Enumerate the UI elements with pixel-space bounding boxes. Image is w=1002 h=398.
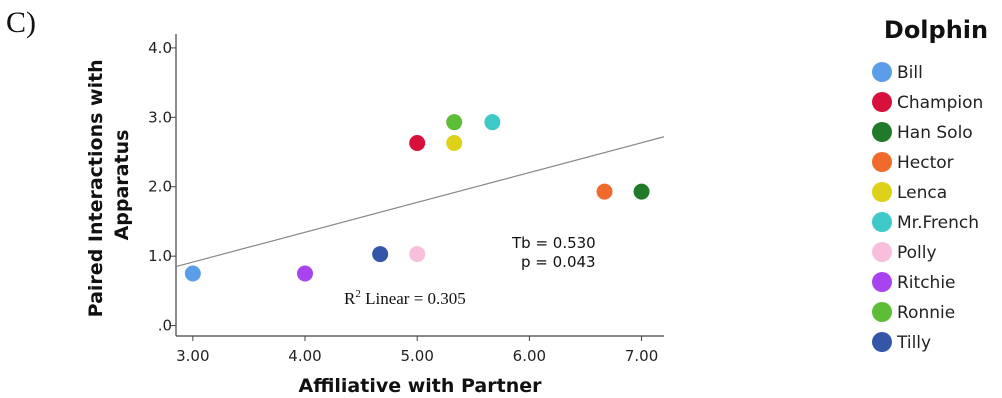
x-tick-label: 3.00 [176,347,209,365]
regression-fit-line [175,136,665,268]
r2-superscript: 2 [355,288,361,300]
legend-label: Polly [897,243,937,263]
data-points [184,114,650,282]
legend-marker [872,122,892,142]
legend-label: Tilly [896,333,931,353]
data-point-han-solo [633,183,650,200]
legend-label: Mr.French [897,213,979,233]
data-point-mr-french [484,114,501,131]
x-tick-label: 4.00 [288,347,321,365]
axes [175,34,664,337]
x-axis-title: Affiliative with Partner [299,375,543,397]
r2-annotation: R2 Linear = 0.305 [344,288,466,308]
legend-marker [872,302,892,322]
legend-marker [872,272,892,292]
y-tick-label: 2.0 [148,178,172,196]
tb-annotation: Tb = 0.530 [511,234,596,252]
legend-marker [872,332,892,352]
data-point-lenca [446,134,463,151]
data-point-tilly [372,246,389,263]
data-point-ronnie [446,114,463,131]
legend-marker [872,152,892,172]
y-tick-label: 3.0 [148,108,172,126]
x-tick-label: 5.00 [400,347,433,365]
legend-marker [872,182,892,202]
legend-label: Bill [897,63,923,83]
panel-label: C) [6,6,36,39]
data-point-hector [596,183,613,200]
legend-marker [872,212,892,232]
y-axis-title: Paired Interactions with Apparatus [85,53,133,318]
legend: Bill Champion Han Solo Hector Lenca Mr.French… [872,62,983,353]
y-axis-title-line-1: Paired Interactions with [85,59,107,317]
legend-title: Dolphin [884,16,988,44]
p-annotation: p = 0.043 [521,253,596,271]
legend-marker [872,92,892,112]
r2-prefix: R [344,289,356,308]
legend-label: Lenca [897,183,947,203]
data-point-bill [184,265,201,282]
r2-suffix: Linear = 0.305 [361,289,466,308]
data-point-ritchie [297,265,314,282]
y-axis-title-line-2: Apparatus [111,130,133,241]
legend-marker [872,242,892,262]
tick-marks [171,47,643,341]
legend-label: Hector [897,153,954,173]
x-tick-label: 7.00 [625,347,658,365]
tick-labels: 3.00 4.00 5.00 6.00 7.00 .0 1.0 2.0 3.0 4.0 [148,39,658,365]
legend-label: Ronnie [897,303,955,323]
data-point-champion [409,134,426,151]
legend-label: Han Solo [897,123,973,143]
y-tick-label: .0 [158,317,172,335]
y-tick-label: 4.0 [148,39,172,57]
legend-label: Ritchie [897,273,956,293]
x-tick-label: 6.00 [513,347,546,365]
legend-label: Champion [897,93,983,113]
y-tick-label: 1.0 [148,247,172,265]
data-point-polly [409,246,426,263]
legend-marker [872,62,892,82]
